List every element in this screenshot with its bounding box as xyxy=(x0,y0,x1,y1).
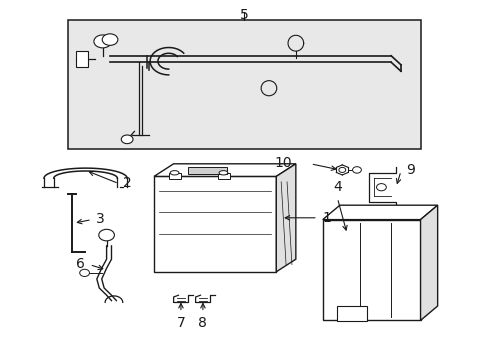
Text: 7: 7 xyxy=(176,316,185,330)
Text: 1: 1 xyxy=(322,211,331,225)
Circle shape xyxy=(99,229,114,241)
Bar xyxy=(68,20,420,149)
Text: 2: 2 xyxy=(123,176,132,190)
Bar xyxy=(337,306,366,321)
Circle shape xyxy=(80,269,89,276)
Circle shape xyxy=(352,167,361,173)
Bar xyxy=(217,173,229,179)
Ellipse shape xyxy=(219,171,227,175)
Circle shape xyxy=(102,34,118,45)
Text: 5: 5 xyxy=(240,8,248,22)
Text: 3: 3 xyxy=(96,212,105,226)
Polygon shape xyxy=(322,205,437,220)
Polygon shape xyxy=(276,164,295,272)
Bar xyxy=(76,51,88,67)
Polygon shape xyxy=(154,164,295,176)
Circle shape xyxy=(376,184,386,191)
Bar xyxy=(154,176,276,272)
Text: 8: 8 xyxy=(198,316,207,330)
Text: 6: 6 xyxy=(76,257,84,271)
Ellipse shape xyxy=(170,171,179,175)
Polygon shape xyxy=(420,205,437,320)
Circle shape xyxy=(94,35,111,48)
Text: 10: 10 xyxy=(274,156,292,170)
Text: 4: 4 xyxy=(332,180,341,194)
Bar xyxy=(188,167,227,174)
Bar xyxy=(168,173,181,179)
Circle shape xyxy=(338,167,345,172)
Text: 9: 9 xyxy=(405,163,414,177)
Ellipse shape xyxy=(261,81,276,96)
Bar xyxy=(322,220,420,320)
Circle shape xyxy=(121,135,133,144)
